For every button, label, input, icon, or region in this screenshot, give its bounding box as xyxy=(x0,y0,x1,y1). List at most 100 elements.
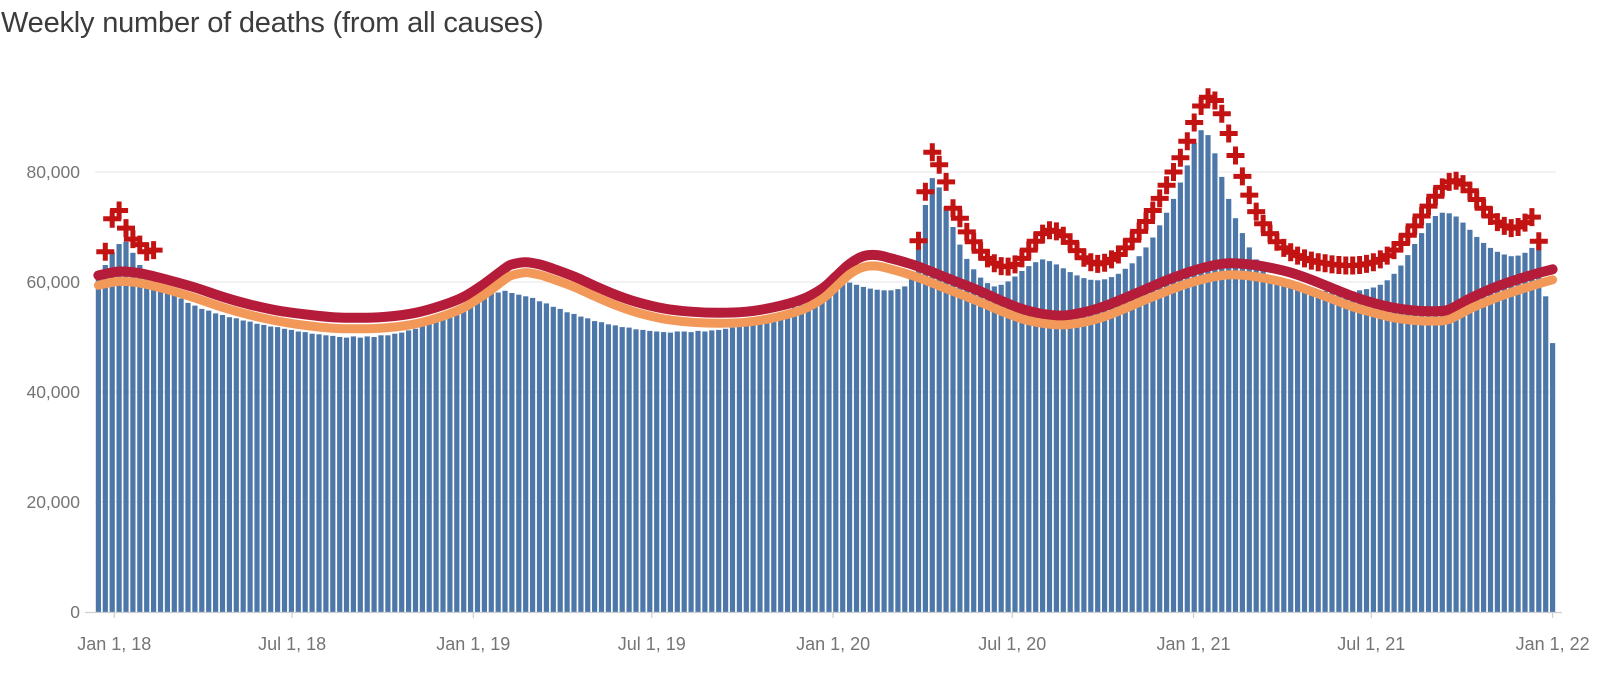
bar[interactable] xyxy=(764,318,770,612)
bar[interactable] xyxy=(392,333,398,612)
bar[interactable] xyxy=(1074,275,1080,612)
bar[interactable] xyxy=(1212,153,1218,613)
bar[interactable] xyxy=(681,331,687,613)
bar[interactable] xyxy=(426,323,432,612)
bar[interactable] xyxy=(647,330,653,612)
bar[interactable] xyxy=(1343,291,1349,612)
plus-marker[interactable] xyxy=(923,143,942,162)
bar[interactable] xyxy=(950,227,956,612)
bar[interactable] xyxy=(881,290,887,613)
bar[interactable] xyxy=(116,244,122,612)
bar[interactable] xyxy=(709,330,715,612)
bar[interactable] xyxy=(371,337,377,612)
bar[interactable] xyxy=(1357,290,1363,613)
bar[interactable] xyxy=(171,295,177,612)
bar[interactable] xyxy=(357,337,363,612)
bar[interactable] xyxy=(192,305,198,612)
bar[interactable] xyxy=(206,310,212,612)
bar[interactable] xyxy=(247,321,253,612)
bar[interactable] xyxy=(585,318,591,612)
bar[interactable] xyxy=(1501,254,1507,613)
bar[interactable] xyxy=(695,330,701,612)
bar[interactable] xyxy=(330,335,336,612)
bar[interactable] xyxy=(440,317,446,613)
bar[interactable] xyxy=(530,297,536,612)
bar[interactable] xyxy=(1446,213,1452,613)
bar[interactable] xyxy=(702,331,708,613)
red-threshold-line[interactable] xyxy=(93,249,1558,323)
bar[interactable] xyxy=(971,269,977,612)
plus-marker[interactable] xyxy=(1219,124,1238,143)
bar[interactable] xyxy=(1067,272,1073,612)
plus-marker[interactable] xyxy=(1130,222,1149,241)
bar[interactable] xyxy=(1046,261,1053,612)
bar[interactable] xyxy=(1529,247,1535,612)
bar[interactable] xyxy=(943,206,949,612)
bar[interactable] xyxy=(743,324,749,612)
bar[interactable] xyxy=(412,328,419,613)
plus-marker[interactable] xyxy=(1143,201,1162,220)
plus-marker[interactable] xyxy=(1164,163,1183,181)
bar[interactable] xyxy=(674,331,680,613)
plus-marker[interactable] xyxy=(957,222,976,241)
bar[interactable] xyxy=(1487,247,1494,612)
bar[interactable] xyxy=(1226,198,1232,612)
plus-marker[interactable] xyxy=(1226,146,1245,165)
plus-marker[interactable] xyxy=(117,219,135,238)
bar[interactable] xyxy=(991,286,997,612)
bar[interactable] xyxy=(1288,285,1294,612)
bar[interactable] xyxy=(1164,212,1170,612)
bar[interactable] xyxy=(447,313,453,612)
bar[interactable] xyxy=(909,276,915,613)
bar[interactable] xyxy=(240,320,246,613)
bar[interactable] xyxy=(1281,284,1287,612)
bar[interactable] xyxy=(157,285,164,612)
bar[interactable] xyxy=(1219,176,1225,612)
plus-marker[interactable] xyxy=(1254,214,1273,233)
bar[interactable] xyxy=(309,333,315,612)
bar[interactable] xyxy=(750,322,756,612)
bar[interactable] xyxy=(860,286,866,612)
plus-marker[interactable] xyxy=(909,231,928,250)
bar[interactable] xyxy=(592,321,598,612)
plus-marker[interactable] xyxy=(1529,232,1548,251)
bar[interactable] xyxy=(1060,268,1066,613)
bar[interactable] xyxy=(1453,216,1459,613)
bar[interactable] xyxy=(461,307,467,612)
plus-marker[interactable] xyxy=(1412,207,1431,225)
bar[interactable] xyxy=(1267,275,1273,612)
bar[interactable] xyxy=(385,335,391,612)
plus-marker[interactable] xyxy=(937,172,956,191)
bar[interactable] xyxy=(213,313,219,612)
bar[interactable] xyxy=(867,288,873,612)
bar[interactable] xyxy=(667,332,673,612)
bar[interactable] xyxy=(130,252,136,613)
bar[interactable] xyxy=(1543,296,1549,612)
bar[interactable] xyxy=(406,330,412,612)
orange-expected-line[interactable] xyxy=(93,261,1558,334)
bar[interactable] xyxy=(268,326,274,613)
bar[interactable] xyxy=(902,286,908,612)
bar[interactable] xyxy=(1081,278,1087,612)
bar[interactable] xyxy=(1384,280,1390,612)
bar[interactable] xyxy=(343,337,350,612)
bar[interactable] xyxy=(261,324,267,612)
bar[interactable] xyxy=(468,303,474,612)
bar[interactable] xyxy=(1295,287,1301,613)
plus-marker[interactable] xyxy=(916,182,935,201)
bar[interactable] xyxy=(1439,212,1445,612)
bar[interactable] xyxy=(1122,268,1128,612)
bar[interactable] xyxy=(433,320,439,613)
bar[interactable] xyxy=(1102,279,1108,613)
plus-marker[interactable] xyxy=(96,242,115,261)
bar[interactable] xyxy=(254,323,260,612)
bar[interactable] xyxy=(144,274,150,612)
bar[interactable] xyxy=(1432,216,1438,612)
bar[interactable] xyxy=(729,327,736,612)
bar[interactable] xyxy=(1391,273,1397,613)
bar[interactable] xyxy=(957,244,963,612)
bar[interactable] xyxy=(1260,268,1266,613)
bar[interactable] xyxy=(474,295,481,612)
bar[interactable] xyxy=(1363,289,1370,612)
bar[interactable] xyxy=(847,282,853,612)
